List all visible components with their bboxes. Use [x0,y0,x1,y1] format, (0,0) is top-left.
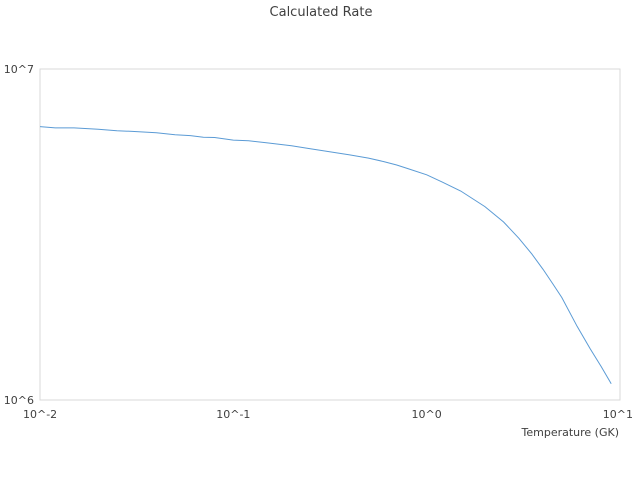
y-axis-ticks: 10^6 10^7 [4,63,34,407]
x-tick-label: 10^0 [412,408,442,421]
series-layer [39,126,612,384]
chart-title: Calculated Rate [270,5,373,20]
y-tick-label: 10^7 [4,63,34,76]
x-tick-label: 10^1 [603,408,633,421]
x-axis-label: Temperature (GK) [521,426,620,439]
x-tick-label: 10^-1 [216,408,250,421]
series-line [39,126,612,384]
x-tick-label: 10^-2 [23,408,57,421]
y-tick-label: 10^6 [4,394,34,407]
plot-area [39,68,621,401]
x-axis-ticks: 10^-2 10^-1 10^0 10^1 [23,408,633,421]
